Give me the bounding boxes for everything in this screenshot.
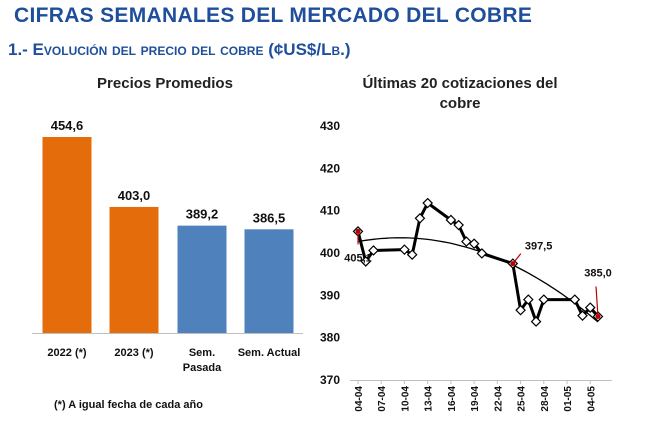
x-tick-label: 16-04 bbox=[447, 386, 458, 412]
annotation-arrow bbox=[595, 286, 599, 317]
page-title: CIFRAS SEMANALES DEL MERCADO DEL COBRE bbox=[14, 4, 533, 27]
price-line bbox=[356, 201, 600, 324]
bar-value-label: 389,2 bbox=[186, 207, 219, 222]
bar-4 bbox=[244, 229, 294, 333]
bar-1 bbox=[42, 137, 92, 333]
price-point-marker bbox=[522, 294, 534, 305]
x-tick-label: 07-04 bbox=[377, 386, 388, 412]
y-tick-label: 390 bbox=[320, 288, 340, 302]
price-point-marker bbox=[530, 316, 542, 327]
y-tick-label: 380 bbox=[320, 331, 340, 345]
price-point-marker bbox=[453, 219, 464, 231]
y-tick-label: 420 bbox=[320, 161, 340, 175]
price-point-marker bbox=[515, 304, 526, 316]
bar-category-label: 2022 (*) bbox=[47, 347, 86, 359]
price-point-marker bbox=[399, 244, 410, 255]
y-tick-label: 430 bbox=[320, 119, 340, 133]
bar-chart-title: Precios Promedios bbox=[97, 75, 233, 92]
bar-chart-footnote: (*) A igual fecha de cada año bbox=[54, 399, 203, 411]
bar-category-label: 2023 (*) bbox=[114, 347, 153, 359]
annotation-arrowhead bbox=[510, 261, 516, 267]
bar-2 bbox=[109, 206, 159, 333]
section-title: 1.- Evolución del precio del cobre (¢US$… bbox=[8, 40, 351, 59]
price-point-marker bbox=[468, 238, 480, 250]
bar-3 bbox=[177, 225, 227, 333]
line-chart-title-line-1: Últimas 20 cotizaciones del bbox=[362, 75, 558, 92]
line-chart-title: Últimas 20 cotizaciones del cobre bbox=[330, 74, 590, 114]
y-tick-label: 410 bbox=[320, 204, 340, 218]
x-tick-label: 28-04 bbox=[540, 386, 551, 412]
bar-category-label: Sem. bbox=[189, 347, 215, 359]
price-point-marker bbox=[461, 236, 472, 247]
bar-category-label: Pasada bbox=[183, 362, 222, 374]
x-tick-label: 10-04 bbox=[400, 386, 411, 412]
y-tick-label: 400 bbox=[320, 246, 340, 260]
price-point-marker bbox=[422, 197, 434, 209]
price-point-marker bbox=[406, 249, 418, 261]
annotation-label: 397,5 bbox=[525, 241, 553, 253]
price-point-marker bbox=[577, 310, 588, 322]
y-tick-label: 370 bbox=[320, 373, 340, 387]
bar-value-label: 386,5 bbox=[253, 210, 286, 225]
price-point-marker bbox=[538, 294, 550, 305]
line-chart-title-line-2: cobre bbox=[439, 95, 481, 112]
x-tick-label: 25-04 bbox=[517, 386, 528, 412]
x-tick-label: 22-04 bbox=[493, 386, 504, 412]
bar-value-label: 403,0 bbox=[118, 188, 151, 203]
bar-value-label: 454,6 bbox=[51, 118, 84, 133]
annotation-arrowhead bbox=[595, 314, 601, 319]
annotation-arrowhead bbox=[355, 228, 361, 234]
price-point-marker bbox=[414, 212, 426, 224]
price-point-marker bbox=[584, 302, 596, 313]
x-tick-label: 19-04 bbox=[470, 386, 481, 412]
annotation-label: 405,1 bbox=[344, 252, 372, 264]
price-point-marker bbox=[445, 214, 457, 226]
x-tick-label: 04-05 bbox=[586, 386, 597, 412]
price-point-marker bbox=[360, 256, 372, 267]
x-tick-label: 13-04 bbox=[424, 386, 435, 412]
price-point-marker bbox=[476, 248, 488, 259]
x-tick-label: 04-04 bbox=[354, 386, 365, 412]
bar-category-label: Sem. Actual bbox=[238, 347, 301, 359]
price-point-marker bbox=[569, 294, 581, 305]
annotation-label: 385,0 bbox=[584, 268, 612, 280]
price-point-marker bbox=[368, 245, 379, 256]
x-tick-label: 01-05 bbox=[563, 386, 574, 412]
